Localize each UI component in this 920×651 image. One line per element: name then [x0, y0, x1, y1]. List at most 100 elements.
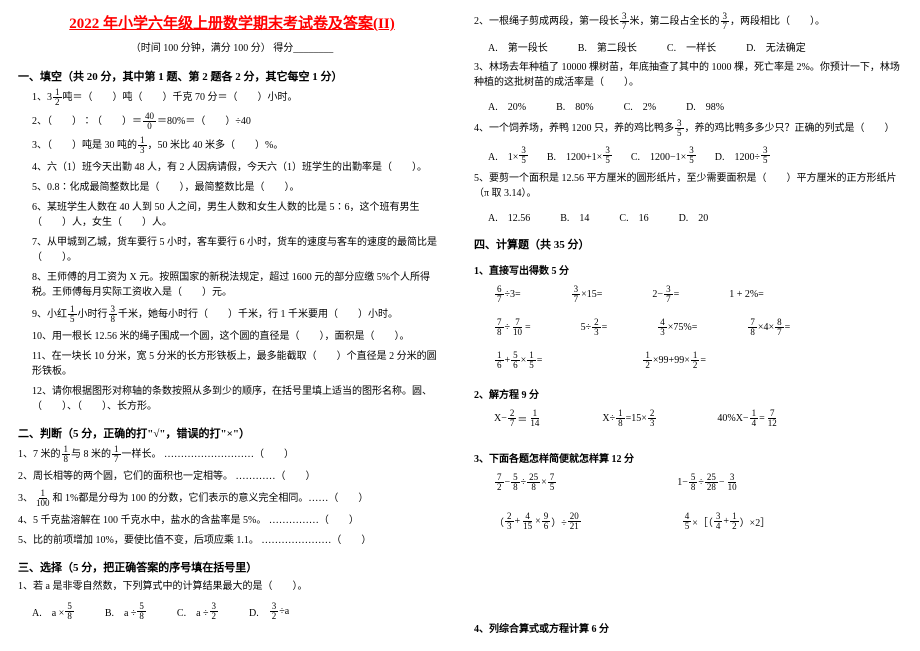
- fraction: 18: [62, 445, 71, 464]
- opt-a: A. 20%: [488, 98, 526, 113]
- text: ，50 米比 40 米多（ ）%。: [148, 138, 284, 153]
- s2-q4: 4、5 千克盐溶解在 100 千克水中，盐水的含盐率是 5%。 ……………（ ）: [18, 513, 446, 528]
- opt-a: A. a ×58: [32, 602, 75, 621]
- fraction: 15: [68, 305, 77, 324]
- exam-title: 2022 年小学六年级上册数学期末考试卷及答案(II): [18, 12, 446, 33]
- s1-q9: 9、小红 15 小时行 38 千米，她每小时行（ ）千米，行 1 千米要用（ ）…: [18, 305, 446, 324]
- complex-row-2: （23+415×96）÷2021 45×［（34+12）×2］: [494, 512, 902, 531]
- text: 2、（ ）∶（ ）＝: [32, 114, 142, 129]
- s1-q1: 1、3 12 吨＝（ ）吨（ ）千克 70 分＝（ ）小时。: [18, 88, 446, 107]
- expr: （23+415×96）÷2021: [494, 512, 582, 531]
- calc: 67÷3=: [494, 285, 521, 304]
- s3-q4: 4、一个饲养场，养鸭 1200 只，养的鸡比鸭多 35 ，养的鸡比鸭多多少只？正…: [474, 119, 902, 138]
- s1-q4: 4、六（1）班今天出勤 48 人，有 2 人因病请假，今天六（1）班学生的出勤率…: [18, 160, 446, 175]
- s3-q5: 5、要剪一个面积是 12.56 平方厘米的圆形纸片，至少需要面积是（ ）平方厘米…: [474, 171, 902, 201]
- calc-row-3: 16+56×15= 12×99+99×12=: [494, 351, 902, 370]
- exam-subtitle: （时间 100 分钟，满分 100 分） 得分________: [18, 39, 446, 54]
- opt-c: C. 一样长: [667, 39, 716, 54]
- text: 千米，她每小时行（ ）千米，行 1 千米要用（ ）小时。: [118, 307, 398, 322]
- fraction: 38: [109, 305, 118, 324]
- opt-c: C. 16: [619, 209, 648, 224]
- calc: 1 + 2%=: [729, 285, 764, 304]
- fraction: 37: [721, 12, 730, 31]
- calc: 16+56×15=: [494, 351, 542, 370]
- right-column: 2、一根绳子剪成两段，第一段长 37 米，第二段占全长的 37 ，两段相比（ ）…: [474, 12, 902, 639]
- s1-q10: 10、用一根长 12.56 米的绳子围成一个圆，这个圆的直径是（ ），面积是（ …: [18, 329, 446, 344]
- text: ，两段相比（ ）。: [730, 14, 825, 29]
- section-1-head: 一、填空（共 20 分，其中第 1 题、第 2 题各 2 分，其它每空 1 分）: [18, 68, 446, 84]
- calc: 12×99+99×12=: [642, 351, 706, 370]
- opt-a: A. 1×35: [488, 146, 529, 165]
- calc: 5÷23=: [581, 318, 608, 337]
- text: ＝80%＝（ ）÷40: [157, 114, 251, 129]
- left-column: 2022 年小学六年级上册数学期末考试卷及答案(II) （时间 100 分钟，满…: [18, 12, 446, 639]
- expr: 45×［（34+12）×2］: [682, 512, 770, 531]
- text: 3、（ ）吨是 30 吨的: [32, 138, 137, 153]
- opt-d: D. 32÷a: [249, 602, 289, 621]
- s2-q2: 2、周长相等的两个圆，它们的面积也一定相等。 …………（ ）: [18, 469, 446, 484]
- fraction: 1100: [34, 489, 52, 508]
- s1-q2: 2、（ ）∶（ ）＝ 400 ＝80%＝（ ）÷40: [18, 112, 446, 131]
- expr: 72−58÷258×75: [494, 473, 557, 492]
- opt-c: C. 1200−1×35: [631, 146, 697, 165]
- s1-q3: 3、（ ）吨是 30 吨的 13 ，50 米比 40 米多（ ）%。: [18, 136, 446, 155]
- text: 1、3: [32, 90, 52, 105]
- text: 和 1%都是分母为 100 的分数，它们表示的意义完全相同。……（ ）: [53, 491, 369, 506]
- fraction: 35: [675, 119, 684, 138]
- opt-b: B. 14: [560, 209, 589, 224]
- s1-q11: 11、在一块长 10 分米，宽 5 分米的长方形铁板上，最多能截取（ ）个直径是…: [18, 349, 446, 379]
- s4-sub4: 4、列综合算式或方程计算 6 分: [474, 620, 902, 635]
- section-4-head: 四、计算题（共 35 分）: [474, 236, 902, 252]
- opt-b: B. 80%: [556, 98, 594, 113]
- s1-q8: 8、王师傅的月工资为 X 元。按照国家的新税法规定，超过 1600 元的部分应缴…: [18, 270, 446, 300]
- text: 一样长。 ………………………（ ）: [122, 447, 295, 462]
- s3-q2-options: A. 第一段长 B. 第二段长 C. 一样长 D. 无法确定: [488, 39, 902, 54]
- opt-a: A. 12.56: [488, 209, 530, 224]
- fraction: 12: [53, 88, 62, 107]
- s4-sub3: 3、下面各题怎样简便就怎样算 12 分: [474, 450, 902, 465]
- opt-d: D. 1200÷35: [715, 146, 771, 165]
- fraction: 37: [620, 12, 629, 31]
- calc: 78÷710=: [494, 318, 531, 337]
- eq: X−27＝114: [494, 409, 542, 428]
- text: 9、小红: [32, 307, 67, 322]
- s3-q4-options: A. 1×35 B. 1200+1×35 C. 1200−1×35 D. 120…: [488, 146, 902, 165]
- text: 1、7 米的: [18, 447, 61, 462]
- opt-a: A. 第一段长: [488, 39, 548, 54]
- calc: 78×4×87=: [747, 318, 790, 337]
- text: 3、: [18, 491, 33, 506]
- fraction: 400: [143, 112, 156, 131]
- opt-d: D. 98%: [686, 98, 724, 113]
- section-3-head: 三、选择（5 分，把正确答案的序号填在括号里）: [18, 559, 446, 575]
- s3-q1: 1、若 a 是非零自然数，下列算式中的计算结果最大的是（ ）。: [18, 579, 446, 594]
- opt-d: D. 无法确定: [746, 39, 806, 54]
- text: 4、一个饲养场，养鸭 1200 只，养的鸡比鸭多: [474, 121, 674, 136]
- calc-row-2: 78÷710= 5÷23= 43×75%= 78×4×87=: [494, 318, 902, 337]
- calc: 43×75%=: [657, 318, 697, 337]
- fraction: 13: [138, 136, 147, 155]
- s3-q3-options: A. 20% B. 80% C. 2% D. 98%: [488, 98, 902, 113]
- opt-c: C. 2%: [624, 98, 657, 113]
- s2-q1: 1、7 米的 18 与 8 米的 17 一样长。 ………………………（ ）: [18, 445, 446, 464]
- text: 小时行: [78, 307, 108, 322]
- s1-q12: 12、请你根据图形对称轴的条数按照从多到少的顺序，在括号里填上适当的图形名称。圆…: [18, 384, 446, 414]
- text: 与 8 米的: [71, 447, 111, 462]
- expr: 1−58÷2528−310: [677, 473, 739, 492]
- text: 吨＝（ ）吨（ ）千克 70 分＝（ ）小时。: [63, 90, 298, 105]
- calc: 2−37=: [652, 285, 679, 304]
- complex-row-1: 72−58÷258×75 1−58÷2528−310: [494, 473, 902, 492]
- eq: 40%X−14=712: [717, 409, 779, 428]
- opt-d: D. 20: [679, 209, 709, 224]
- s1-q5: 5、0.8∶化成最简整数比是（ ），最简整数比是（ ）。: [18, 180, 446, 195]
- calc-row-1: 67÷3= 37×15= 2−37= 1 + 2%=: [494, 285, 902, 304]
- opt-b: B. 第二段长: [578, 39, 637, 54]
- s3-q1-options: A. a ×58 B. a ÷58 C. a ÷32 D. 32÷a: [32, 602, 446, 621]
- text: 2、一根绳子剪成两段，第一段长: [474, 14, 619, 29]
- fraction: 17: [112, 445, 121, 464]
- s1-q6: 6、某班学生人数在 40 人到 50 人之间，男生人数和女生人数的比是 5∶6，…: [18, 200, 446, 230]
- s3-q5-options: A. 12.56 B. 14 C. 16 D. 20: [488, 209, 902, 224]
- s2-q5: 5、比的前项增加 10%，要使比值不变，后项应乘 1.1。 …………………（ ）: [18, 533, 446, 548]
- text: 米，第二段占全长的: [630, 14, 720, 29]
- s1-q7: 7、从甲城到乙城，货车要行 5 小时，客车要行 6 小时，货车的速度与客车的速度…: [18, 235, 446, 265]
- s4-sub1: 1、直接写出得数 5 分: [474, 262, 902, 277]
